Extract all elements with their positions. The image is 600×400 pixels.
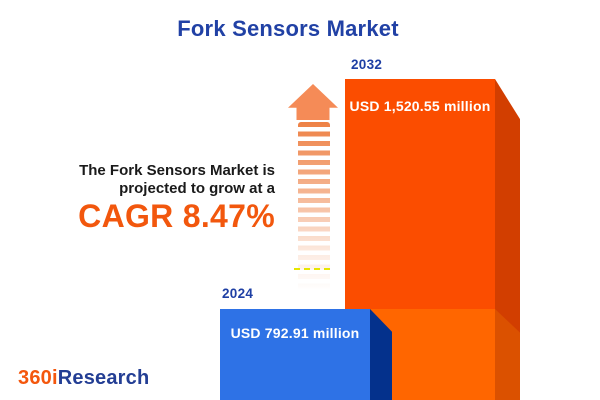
bar-2032-value-label: USD 1,520.55 million bbox=[349, 98, 491, 114]
cagr-value: CAGR 8.47% bbox=[78, 198, 275, 234]
bar-2024-year-label: 2024 bbox=[222, 286, 254, 301]
bar-2024-3d-side bbox=[370, 309, 392, 400]
growth-note-line2: projected to grow at a bbox=[119, 180, 275, 197]
logo-part-orange: 360i bbox=[18, 367, 58, 389]
bar-2032-year-label: 2032 bbox=[351, 57, 383, 72]
page-title: Fork Sensors Market bbox=[177, 16, 399, 41]
arrow-head bbox=[288, 84, 338, 120]
brand-logo: 360iResearch bbox=[18, 367, 149, 390]
logo-part-blue: Research bbox=[57, 367, 150, 389]
bar-2024: USD 792.91 million bbox=[220, 309, 370, 400]
growth-note: The Fork Sensors Market is projected to … bbox=[60, 162, 275, 198]
growth-note-line1: The Fork Sensors Market is bbox=[79, 162, 275, 179]
arrow-stripes bbox=[294, 122, 334, 292]
bar-2024-value-label: USD 792.91 million bbox=[230, 325, 360, 341]
arrow-yellow-dash bbox=[294, 268, 330, 270]
